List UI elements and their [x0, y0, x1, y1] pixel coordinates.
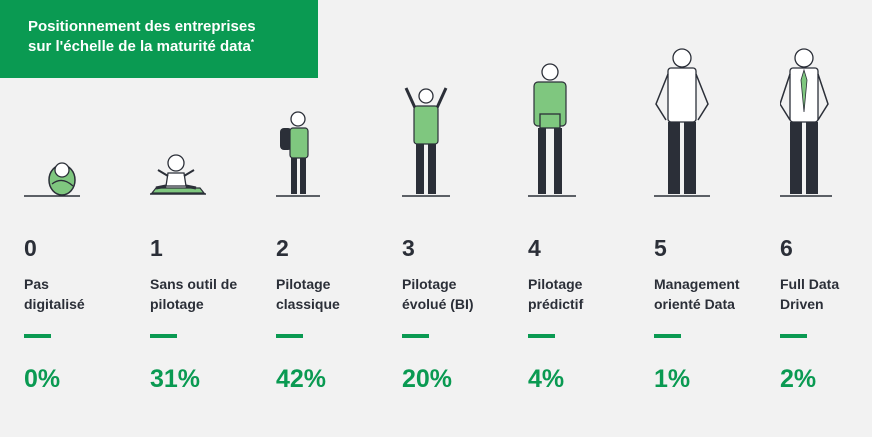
maturity-level-6: 6 Full Data Driven 2%	[780, 0, 872, 437]
level-number: 1	[150, 235, 163, 261]
level-label-line-1: Pilotage	[528, 276, 583, 292]
maturity-level-3: 3 Pilotage évolué (BI) 20%	[402, 0, 527, 437]
maturity-level-5: 5 Management orienté Data 1%	[654, 0, 779, 437]
level-number: 2	[276, 235, 289, 261]
level-label-line-2: orienté Data	[654, 296, 735, 312]
level-percentage: 4%	[528, 365, 565, 393]
level-percentage: 2%	[780, 365, 817, 393]
level-divider	[780, 334, 807, 338]
cheering-kid-icon	[402, 0, 527, 200]
teen-with-laptop-icon	[528, 0, 653, 200]
level-label: Management orienté Data	[654, 274, 769, 314]
level-label: Pilotage prédictif	[528, 274, 643, 314]
level-divider	[402, 334, 429, 338]
level-label-line-1: Full Data	[780, 276, 840, 292]
man-tshirt-icon	[654, 0, 779, 200]
level-divider	[276, 334, 303, 338]
level-number: 3	[402, 235, 415, 261]
title-footnote-mark: *	[250, 38, 254, 47]
level-number: 5	[654, 235, 667, 261]
level-label: Pilotage classique	[276, 274, 391, 314]
level-label-line-2: classique	[276, 296, 340, 312]
level-divider	[528, 334, 555, 338]
level-label-line-1: Sans outil de	[150, 276, 238, 292]
level-percentage: 0%	[24, 365, 61, 393]
level-label-line-1: Pilotage	[402, 276, 457, 292]
maturity-level-1: 1 Sans outil de pilotage 31%	[150, 0, 275, 437]
maturity-level-0: 0 Pas digitalisé 0%	[24, 0, 149, 437]
level-percentage: 1%	[654, 365, 691, 393]
level-label-line-2: évolué (BI)	[402, 296, 474, 312]
title-line-1: Positionnement des entreprises	[28, 18, 256, 35]
level-divider	[24, 334, 51, 338]
level-divider	[150, 334, 177, 338]
level-label-line-2: digitalisé	[24, 296, 85, 312]
title-banner: Positionnement des entreprises sur l'éch…	[0, 0, 318, 78]
level-label-line-2: pilotage	[150, 296, 204, 312]
man-tie-icon	[780, 0, 872, 200]
level-percentage: 31%	[150, 365, 201, 393]
level-label: Pas digitalisé	[24, 274, 139, 314]
level-number: 4	[528, 235, 541, 261]
level-percentage: 20%	[402, 365, 453, 393]
title-line-2: sur l'échelle de la maturité data*	[28, 37, 318, 57]
level-percentage: 42%	[276, 365, 327, 393]
level-label: Full Data Driven	[780, 274, 872, 314]
level-divider	[654, 334, 681, 338]
level-label-line-1: Pas	[24, 276, 49, 292]
level-label-line-2: Driven	[780, 296, 824, 312]
sitting-baby-icon	[150, 0, 275, 200]
level-number: 0	[24, 235, 37, 261]
level-label-line-1: Management	[654, 276, 740, 292]
level-label-line-1: Pilotage	[276, 276, 331, 292]
level-number: 6	[780, 235, 793, 261]
child-with-backpack-icon	[276, 0, 401, 200]
title-line-2-text: sur l'échelle de la maturité data	[28, 38, 251, 55]
maturity-level-4: 4 Pilotage prédictif 4%	[528, 0, 653, 437]
maturity-level-2: 2 Pilotage classique 42%	[276, 0, 401, 437]
swaddled-baby-icon	[24, 0, 149, 200]
level-label-line-2: prédictif	[528, 296, 584, 312]
level-label: Sans outil de pilotage	[150, 274, 265, 314]
level-label: Pilotage évolué (BI)	[402, 274, 517, 314]
